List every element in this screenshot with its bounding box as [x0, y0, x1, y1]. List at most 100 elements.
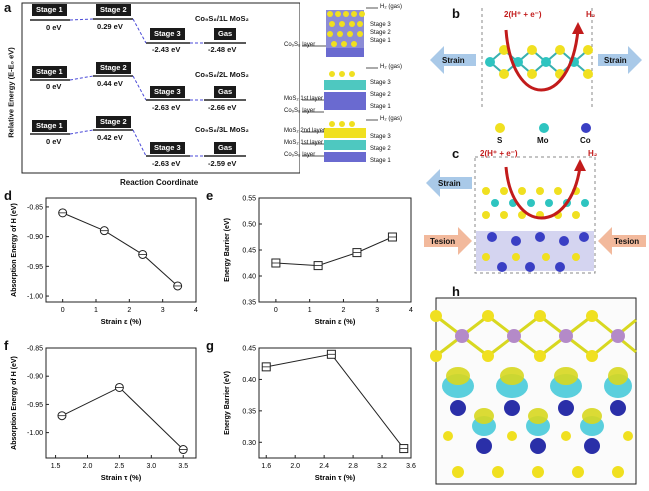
panel-label-f: f: [4, 338, 9, 353]
y-tick-label: -0.85: [27, 204, 43, 211]
energy-value: -2.66 eV: [208, 103, 237, 112]
y-tick-label: 0.50: [242, 222, 256, 229]
layer-label: MoS₂ 1st layer: [284, 140, 324, 146]
energy-value: -2.48 eV: [208, 45, 237, 54]
x-tick-label: 3.6: [406, 463, 416, 470]
x-tick-label: 2.5: [115, 463, 125, 470]
energy-value: 0 eV: [46, 137, 62, 146]
legend-s-label: S: [497, 136, 503, 145]
tesion-right-label: Tesion: [614, 237, 640, 246]
y-axis-label: Energy Barrier (eV): [224, 218, 231, 282]
y-tick-label: 0.35: [242, 408, 256, 415]
stage-3-label: Stage 3: [370, 80, 391, 86]
panel-label-b: b: [452, 6, 460, 21]
panel-b-svg: [430, 8, 642, 133]
y-axis-label: Absorption Energy of H (eV): [11, 203, 18, 297]
chart-g: 1.6 2.0 2.4 2.8 3.2 3.6 0.30 0.35 0.40 0.45 Strain…: [224, 346, 416, 483]
h2-product-label: H₂: [586, 10, 596, 19]
legend-mo-label: Mo: [537, 136, 549, 145]
y-tick-label: 0.40: [242, 377, 256, 384]
y-tick-label: -0.95: [27, 264, 43, 271]
gas-box: Gas: [214, 86, 237, 98]
panel-label-a: a: [4, 0, 12, 15]
x-tick-label: 2: [341, 307, 345, 314]
stage-3-box: Stage 3: [150, 142, 185, 154]
stage-2-box: Stage 2: [96, 62, 131, 74]
x-tick-label: 4: [409, 307, 413, 314]
y-tick-label: -0.90: [27, 234, 43, 241]
series-line: [275, 236, 393, 267]
y-tick-label: -0.90: [27, 374, 43, 381]
plot-frame: [45, 347, 197, 459]
series-label: Co₉S₈/2L MoS₂: [195, 70, 249, 79]
panel-label-d: d: [4, 188, 12, 203]
x-tick-label: 1: [308, 307, 312, 314]
x-tick-label: 3.5: [178, 463, 188, 470]
x-tick-label: 1.5: [51, 463, 61, 470]
layer-label: MoS₂ 2nd layer: [284, 128, 326, 134]
stage-2-label: Stage 2: [370, 146, 391, 152]
gas-box: Gas: [214, 28, 237, 40]
panel-a-energy-diagram: Relative Energy (E-E₀ eV) Reaction Coord…: [0, 0, 300, 190]
y-tick-label: 0.45: [242, 248, 256, 255]
stage-2-box: Stage 2: [96, 4, 131, 16]
panel-label-h: h: [452, 284, 460, 299]
y-tick-label: 0.35: [242, 300, 256, 307]
gas-box: Gas: [214, 142, 237, 154]
h2-gas-label: H₂ (gas): [380, 4, 402, 10]
x-axis-label: Strain ε (%): [315, 317, 356, 326]
y-tick-label: -0.95: [27, 402, 43, 409]
series-line: [266, 353, 405, 449]
panel-a-xlabel: Reaction Coordinate: [120, 178, 199, 187]
x-tick-label: 2.8: [348, 463, 358, 470]
x-tick-label: 3: [375, 307, 379, 314]
plot-frame: [45, 197, 197, 303]
x-tick-label: 3: [161, 307, 165, 314]
energy-value: 0.42 eV: [97, 133, 123, 142]
x-tick-label: 2.0: [83, 463, 93, 470]
series-line: [62, 212, 179, 287]
chart-d: 0 1 2 3 4 -0.85 -0.90 -0.95 -1.00 Strain ε (%) Abs…: [11, 197, 198, 326]
strain-label: Strain: [438, 179, 461, 188]
y-tick-label: -1.00: [27, 430, 43, 437]
stage-1-label: Stage 1: [370, 158, 391, 164]
stage-1-box: Stage 1: [32, 66, 67, 78]
layer-label: MoS₂ 1st layer: [284, 96, 324, 102]
reaction-label: 2(H⁺ + e⁻): [504, 10, 542, 19]
layer-label: Co₉S₈ layer: [284, 108, 316, 114]
stage-2-label: Stage 2: [370, 30, 391, 36]
stage-1-label: Stage 1: [370, 104, 391, 110]
x-tick-label: 0: [274, 307, 278, 314]
y-tick-label: 0.40: [242, 274, 256, 281]
y-tick-label: -1.00: [27, 294, 43, 301]
energy-value: -2.59 eV: [208, 159, 237, 168]
y-tick-label: 0.55: [242, 196, 256, 203]
energy-value: -2.43 eV: [152, 45, 181, 54]
energy-value: 0 eV: [46, 82, 62, 91]
panel-label-c: c: [452, 146, 460, 161]
plot-frame: [258, 197, 412, 303]
reaction-label: 2(H⁺ + e⁻): [480, 149, 518, 158]
layer-label: Co₉S₈ layer: [284, 152, 316, 158]
energy-value: -2.63 eV: [152, 103, 181, 112]
legend-co-label: Co: [580, 136, 591, 145]
stage-3-box: Stage 3: [150, 86, 185, 98]
stage-1-label: Stage 1: [370, 38, 391, 44]
h2-product-label: H₂: [588, 149, 598, 158]
panel-label-g: g: [206, 338, 214, 353]
stage-2-box: Stage 2: [96, 116, 131, 128]
x-tick-label: 2.4: [319, 463, 329, 470]
stage-1-box: Stage 1: [32, 120, 67, 132]
x-tick-label: 4: [194, 307, 198, 314]
h2-gas-label: H₂ (gas): [380, 64, 402, 70]
tesion-left-label: Tesion: [430, 237, 456, 246]
plot-frame: [258, 347, 412, 459]
y-tick-label: 0.45: [242, 346, 256, 353]
stage-3-label: Stage 3: [370, 22, 391, 28]
x-tick-label: 2.0: [290, 463, 300, 470]
panel-a-structures: H₂ (gas) Stage 3 Stage 2 Stage 1 Co₉S₈ l…: [284, 0, 420, 190]
x-tick-label: 1: [94, 307, 98, 314]
x-axis-label: Strain τ (%): [315, 473, 356, 482]
slab-structures-illustration: [302, 7, 378, 162]
stage-2-label: Stage 2: [370, 92, 391, 98]
